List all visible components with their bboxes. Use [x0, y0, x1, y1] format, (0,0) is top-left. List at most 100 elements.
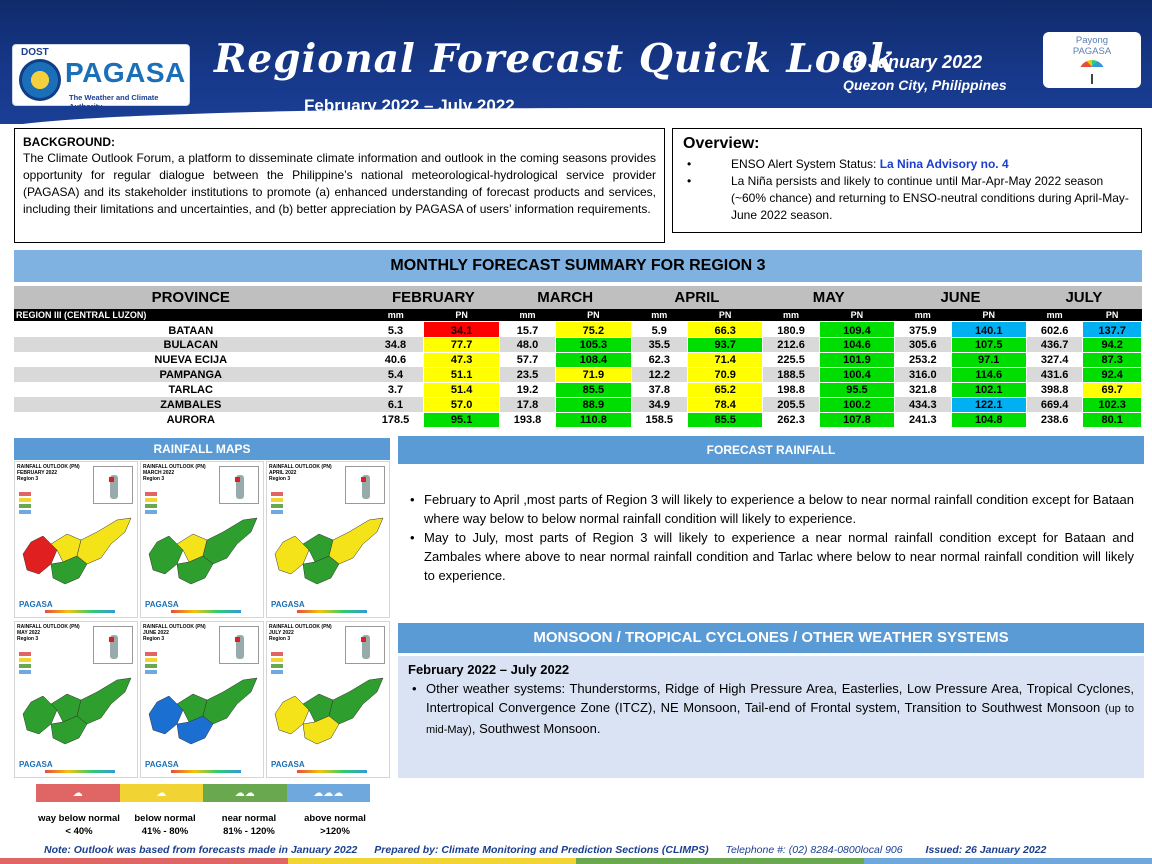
monsoon-period: February 2022 – July 2022 — [408, 662, 570, 677]
mm-cell: 5.3 — [387, 324, 404, 337]
pagasa-seal-icon — [19, 59, 61, 101]
pn-cell: 85.5 — [555, 381, 632, 398]
footer-color-strip — [0, 858, 1152, 864]
mm-cell: 669.4 — [1026, 397, 1083, 412]
monsoon-box: February 2022 – July 2022 Other weather … — [398, 656, 1144, 778]
map-legend — [271, 652, 303, 676]
logo-name: PAGASA — [65, 57, 186, 88]
overview-heading: Overview: — [683, 135, 760, 152]
sub-header-pn: PN — [951, 309, 1027, 321]
pn-cell: 137.7 — [1082, 320, 1142, 338]
mm-cell: 6.1 — [367, 397, 424, 412]
map-title: RAINFALL OUTLOOK (PN) JULY 2022 Region 3 — [269, 624, 332, 642]
mm-cell: 5.9 — [651, 324, 667, 337]
mm-cell: 62.3 — [648, 353, 670, 366]
legend-range: >120% — [320, 826, 350, 837]
sub-header-mm: mm — [1026, 309, 1083, 321]
map-footer-logo: PAGASA — [145, 760, 179, 769]
month-header-may: MAY — [762, 286, 895, 309]
footer-note-label: Note: — [44, 844, 71, 856]
mm-cell: 34.8 — [367, 337, 424, 352]
month-header-june: JUNE — [894, 286, 1027, 309]
location-map-icon — [345, 626, 385, 664]
map-footer-logo: PAGASA — [271, 600, 305, 609]
pn-cell: 101.9 — [818, 351, 896, 368]
payong-pagasa-logo: Payong PAGASA — [1043, 32, 1141, 88]
table-row: PAMPANGA 5.4 51.1 23.5 71.9 12.2 70.9 188.5 100.… — [14, 366, 1142, 383]
rainfall-map: RAINFALL OUTLOOK (PN) APRIL 2022 Region … — [266, 461, 390, 618]
rainfall-map: RAINFALL OUTLOOK (PN) MAY 2022 Region 3 P… — [14, 621, 138, 778]
monsoon-text-small: (up to mid-May) — [426, 703, 1134, 736]
monsoon-text: Other weather systems: Thunderstorms, Ri… — [426, 681, 1134, 715]
map-legend — [19, 492, 51, 516]
mm-cell: 375.9 — [909, 324, 937, 337]
pn-cell: 97.1 — [950, 351, 1027, 368]
pn-cell: 34.1 — [423, 320, 500, 338]
map-title: RAINFALL OUTLOOK (PN) APRIL 2022 Region … — [269, 464, 332, 482]
umbrella-handle-icon — [1091, 74, 1093, 84]
month-header-march: MARCH — [499, 286, 632, 309]
map-footer-logo: PAGASA — [271, 760, 305, 769]
province-cell: NUEVA ECIJA — [154, 353, 228, 366]
table-row: ZAMBALES 6.1 57.0 17.8 88.9 34.9 78.4 205.5 100.… — [14, 396, 1142, 413]
overview-box: Overview: ENSO Alert System Status: La N… — [672, 128, 1142, 233]
mm-cell: 316.0 — [894, 367, 952, 382]
map-title: RAINFALL OUTLOOK (PN) MAY 2022 Region 3 — [17, 624, 80, 642]
header-banner — [0, 0, 1152, 124]
table-row: NUEVA ECIJA 40.6 47.3 57.7 108.4 62.3 71.4 225.… — [14, 351, 1142, 368]
forecast-table: PROVINCE FEBRUARY MARCH APRIL MAY JUNE JULY R… — [14, 286, 1142, 428]
table-row: BULACAN 34.8 77.7 48.0 105.3 35.5 93.7 212.6 104… — [14, 336, 1142, 353]
region-3-map-icon — [22, 517, 132, 585]
table-month-header: PROVINCE FEBRUARY MARCH APRIL MAY JUNE JULY — [14, 286, 1142, 309]
cloud-icon: ☁☁ — [234, 788, 255, 799]
payong-line1: Payong — [1075, 35, 1109, 46]
overview-lanina-item: La Niña persists and likely to continue … — [683, 173, 1131, 224]
mm-cell: 37.8 — [648, 383, 670, 396]
legend-label: way below normal < 40% — [34, 812, 124, 838]
monsoon-title: MONSOON / TROPICAL CYCLONES / OTHER WEAT… — [398, 623, 1144, 653]
province-cell: BATAAN — [168, 324, 214, 337]
pn-cell: 94.2 — [1082, 336, 1142, 353]
region-3-map-icon — [274, 517, 384, 585]
pn-cell: 85.5 — [687, 411, 764, 428]
sub-header-pn: PN — [555, 309, 632, 321]
province-cell: PAMPANGA — [14, 367, 368, 382]
pn-cell: 140.1 — [950, 320, 1027, 338]
mm-cell: 602.6 — [1040, 324, 1069, 337]
pn-cell: 51.4 — [423, 381, 500, 398]
pn-cell: 114.6 — [950, 366, 1027, 383]
pn-cell: 110.8 — [555, 411, 632, 428]
mm-cell: 253.2 — [909, 353, 937, 366]
mm-cell: 23.5 — [499, 367, 556, 382]
map-footer-logo: PAGASA — [19, 760, 53, 769]
mm-cell: 241.3 — [909, 413, 937, 426]
mm-cell: 434.3 — [894, 397, 952, 412]
pn-cell: 69.7 — [1082, 381, 1142, 398]
sub-header-pn: PN — [1082, 309, 1142, 321]
pn-cell: 92.4 — [1082, 366, 1142, 383]
mm-cell: 15.7 — [516, 324, 539, 337]
pn-cell: 78.4 — [687, 396, 764, 413]
map-scale-bar — [45, 610, 115, 613]
mm-cell: 436.7 — [1026, 337, 1083, 352]
pn-cell: 95.1 — [423, 411, 500, 428]
rainfall-map: RAINFALL OUTLOOK (PN) FEBRUARY 2022 Regi… — [14, 461, 138, 618]
map-legend — [145, 652, 177, 676]
sub-header-pn: PN — [423, 309, 500, 321]
pagasa-logo: DOST PAGASA The Weather and Climate Auth… — [12, 44, 190, 111]
table-row: BATAAN 5.3 34.1 15.7 75.2 5.9 66.3 180.9 109.4 37… — [14, 320, 1142, 338]
pn-cell: 105.3 — [555, 336, 632, 353]
legend-category: below normal — [134, 813, 196, 824]
rainfall-map: RAINFALL OUTLOOK (PN) MARCH 2022 Region … — [140, 461, 264, 618]
header-swoosh — [0, 108, 1152, 130]
region-3-map-icon — [148, 677, 258, 745]
sub-header-mm: mm — [367, 309, 424, 321]
mm-cell: 48.0 — [499, 337, 556, 352]
map-legend — [145, 492, 177, 516]
location-map-icon — [345, 466, 385, 504]
location-map-icon — [93, 466, 133, 504]
footer-issued: Issued: 26 January 2022 — [925, 844, 1047, 856]
map-title: RAINFALL OUTLOOK (PN) MARCH 2022 Region … — [143, 464, 206, 482]
sub-header-pn: PN — [819, 309, 895, 321]
monsoon-text-end: , Southwest Monsoon. — [471, 721, 601, 736]
